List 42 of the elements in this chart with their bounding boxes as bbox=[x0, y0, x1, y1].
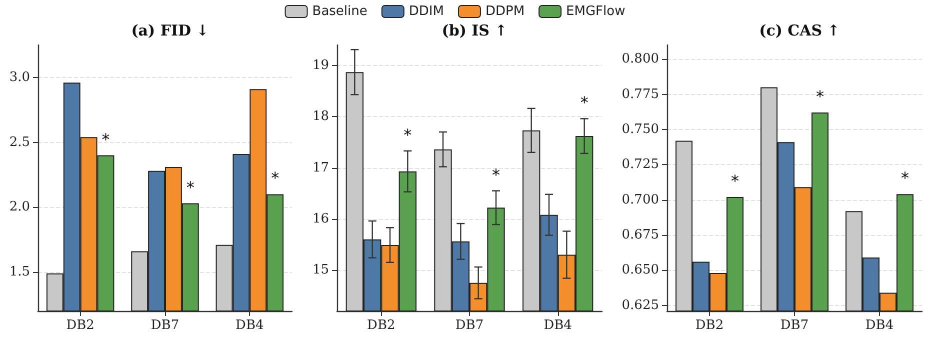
x-tick-label: DB2 bbox=[367, 318, 396, 333]
annotation: * bbox=[580, 93, 588, 112]
legend-label: EMGFlow bbox=[566, 4, 626, 19]
y-tick-label: 2.5 bbox=[9, 134, 30, 150]
y-tick-label: 0.800 bbox=[622, 52, 659, 67]
y-tick-label: 18 bbox=[312, 109, 329, 124]
x-tick-label: DB4 bbox=[865, 318, 894, 333]
y-tick-label: 0.700 bbox=[622, 192, 659, 208]
y-tick-label: 1.5 bbox=[9, 264, 30, 280]
annotation: * bbox=[731, 172, 739, 190]
y-tick-label: 15 bbox=[312, 262, 329, 278]
chart-title: (b) IS ↑ bbox=[442, 22, 508, 40]
legend-label: Baseline bbox=[312, 4, 368, 19]
y-tick-label: 17 bbox=[312, 160, 329, 176]
y-tick-label: 16 bbox=[312, 211, 329, 226]
annotation: * bbox=[816, 87, 824, 106]
x-tick-label: DB2 bbox=[66, 318, 94, 333]
annotation: * bbox=[271, 168, 280, 188]
y-tick-label: 0.625 bbox=[622, 298, 659, 313]
annotation: * bbox=[901, 168, 909, 188]
y-tick-label: 0.750 bbox=[622, 122, 659, 137]
annotation: * bbox=[404, 125, 412, 144]
x-tick-label: DB2 bbox=[695, 318, 724, 333]
x-tick-label: DB7 bbox=[455, 318, 484, 333]
y-tick-label: 0.675 bbox=[622, 228, 659, 242]
x-tick-label: DB4 bbox=[544, 318, 572, 333]
chart-title: (a) FID ↓ bbox=[131, 22, 209, 40]
y-tick-label: 19 bbox=[312, 58, 329, 73]
x-tick-label: DB7 bbox=[780, 318, 809, 333]
chart-title: (c) CAS ↑ bbox=[759, 22, 840, 40]
annotation: * bbox=[492, 165, 500, 184]
annotation: * bbox=[102, 130, 110, 149]
annotation: * bbox=[186, 178, 194, 197]
y-tick-label: 0.725 bbox=[622, 157, 659, 172]
y-tick-label: 3.0 bbox=[9, 70, 30, 85]
x-tick-label: DB4 bbox=[236, 318, 264, 333]
y-tick-label: 0.775 bbox=[622, 86, 659, 102]
legend-label: DDIM bbox=[408, 4, 444, 19]
y-tick-label: 2.0 bbox=[9, 200, 30, 215]
y-tick-label: 0.650 bbox=[622, 262, 659, 278]
x-tick-label: DB7 bbox=[150, 318, 180, 333]
legend-label: DDPM bbox=[485, 4, 525, 19]
